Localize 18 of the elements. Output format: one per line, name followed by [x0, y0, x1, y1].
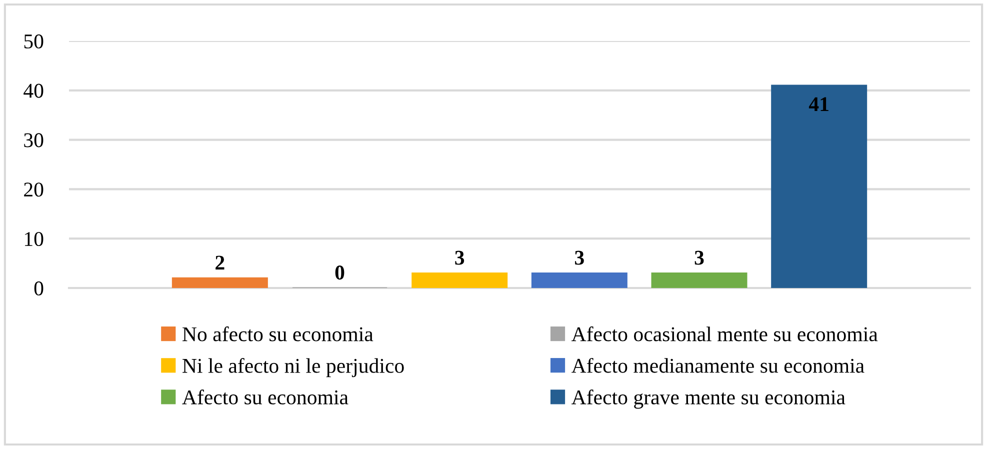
legend-label: Afecto su economia [182, 390, 348, 404]
data-label: 2 [216, 256, 224, 270]
data-label: 0 [335, 266, 344, 280]
legend-label: No afecto su economia [182, 326, 374, 342]
data-label: 41 [808, 97, 828, 112]
y-tick-label: 50 [24, 34, 44, 48]
legend-label: Afecto grave mente su economia [572, 390, 846, 409]
legend-label: Ni le afecto ni le perjudico [182, 358, 404, 378]
y-tick-label: 30 [24, 133, 44, 148]
legend-label: Afecto medianamente su economia [572, 358, 864, 373]
y-tick-label: 40 [24, 84, 44, 98]
data-label: 3 [574, 250, 584, 265]
y-tick-label: 0 [34, 281, 44, 296]
y-tick-label: 20 [24, 182, 44, 197]
data-label: 3 [694, 250, 704, 265]
y-tick-label: 10 [25, 232, 44, 246]
data-label: 3 [455, 250, 464, 265]
legend-label: Afecto ocasional mente su economia [572, 326, 878, 342]
